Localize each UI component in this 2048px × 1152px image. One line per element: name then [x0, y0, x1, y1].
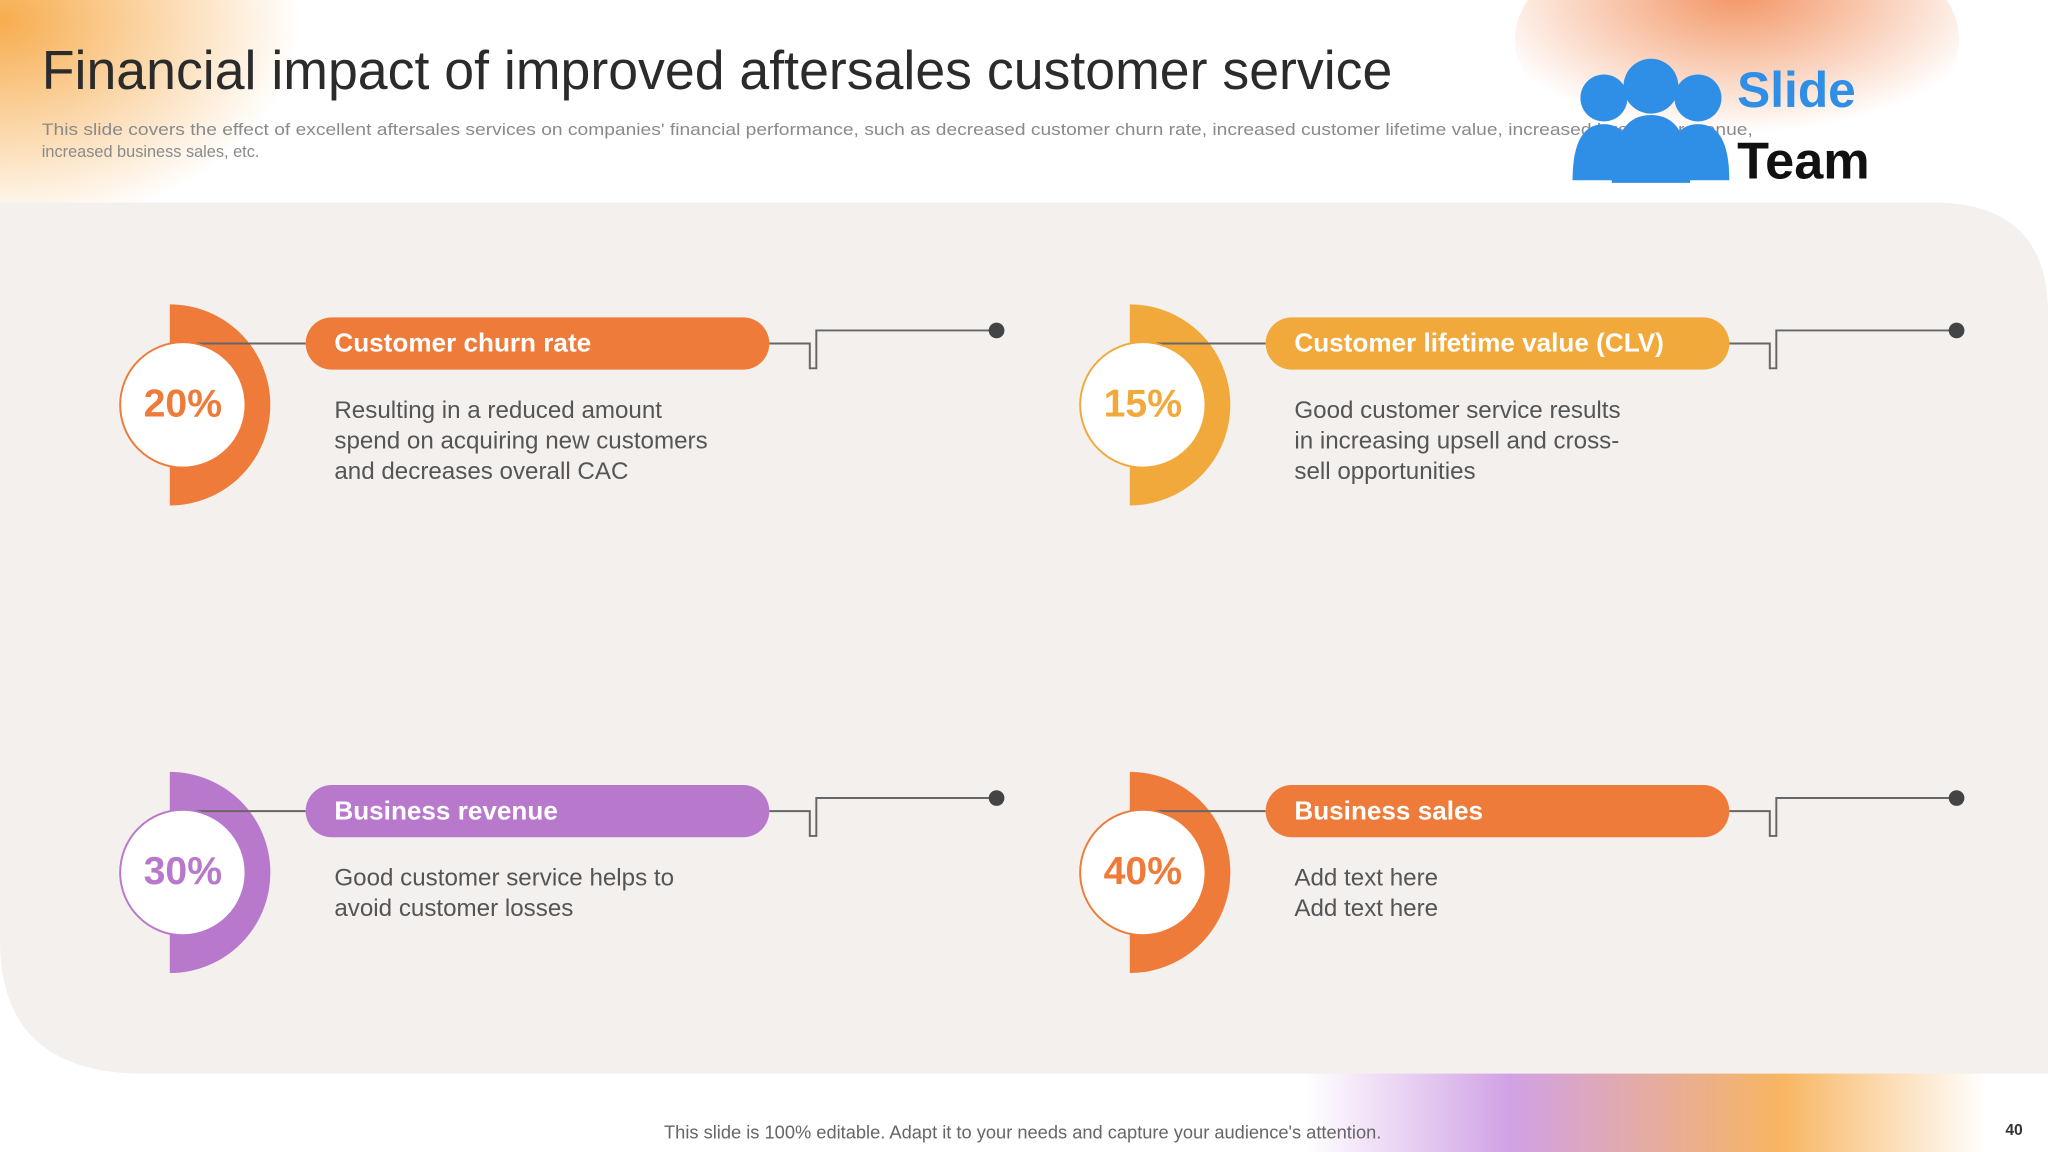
card-text: in increasing upsell and cross-: [1294, 427, 1619, 454]
percent-circle: [119, 808, 247, 937]
connector-dot: [1948, 790, 1965, 806]
percent-circle: [1079, 341, 1207, 469]
photo-panel: [0, 202, 2048, 1074]
connector-dot: [988, 790, 1005, 806]
card-text: and decreases overall CAC: [334, 458, 628, 485]
logo-icon: [1580, 74, 1628, 122]
card-text: sell opportunities: [1294, 458, 1475, 485]
subtitle: This slide covers the effect of excellen…: [42, 121, 1753, 139]
percent: 30%: [144, 850, 222, 893]
card-text: Good customer service helps to: [334, 864, 674, 891]
connector: [1729, 329, 1957, 370]
title-pill: [1265, 317, 1730, 370]
connector: [769, 329, 997, 370]
subtitle: increased business sales, etc.: [42, 143, 260, 161]
title-pill: [305, 317, 770, 370]
logo-icon: [1572, 114, 1730, 183]
card-text: Good customer service results: [1294, 397, 1620, 424]
title-pill: [1265, 784, 1730, 838]
logo-icon: [1674, 74, 1722, 122]
connector-dot: [1948, 322, 1965, 339]
card-title: Customer lifetime value (CLV): [1294, 328, 1663, 358]
connector-dot: [988, 322, 1005, 339]
percent: 20%: [144, 383, 222, 426]
page-number: 40: [2005, 1122, 2023, 1139]
card-text: Add text here: [1294, 895, 1438, 922]
glow: [0, 0, 301, 209]
percent-circle: [119, 341, 247, 469]
logo: Slide Team: [1572, 58, 1870, 190]
card-text: avoid customer losses: [334, 895, 573, 922]
footer-note: This slide is 100% editable. Adapt it to…: [664, 1122, 1381, 1143]
percent: 40%: [1104, 850, 1182, 893]
percent: 15%: [1104, 383, 1182, 426]
connector: [769, 797, 997, 837]
logo-text: Slide: [1737, 62, 1856, 118]
card-title: Business revenue: [334, 795, 557, 825]
logo-text: Team: [1737, 132, 1870, 190]
logo-icon: [1623, 58, 1679, 114]
card-title: Business sales: [1294, 795, 1483, 825]
title: Financial impact of improved aftersales …: [42, 39, 1393, 101]
percent-circle: [1079, 808, 1207, 937]
glow: [1306, 1064, 1986, 1152]
glow: [1515, 0, 1960, 157]
card-text: Resulting in a reduced amount: [334, 397, 662, 424]
card-text: Add text here: [1294, 864, 1438, 891]
connector: [1729, 797, 1957, 837]
title-pill: [305, 784, 770, 838]
card-text: spend on acquiring new customers: [334, 427, 707, 454]
card-title: Customer churn rate: [334, 328, 591, 358]
